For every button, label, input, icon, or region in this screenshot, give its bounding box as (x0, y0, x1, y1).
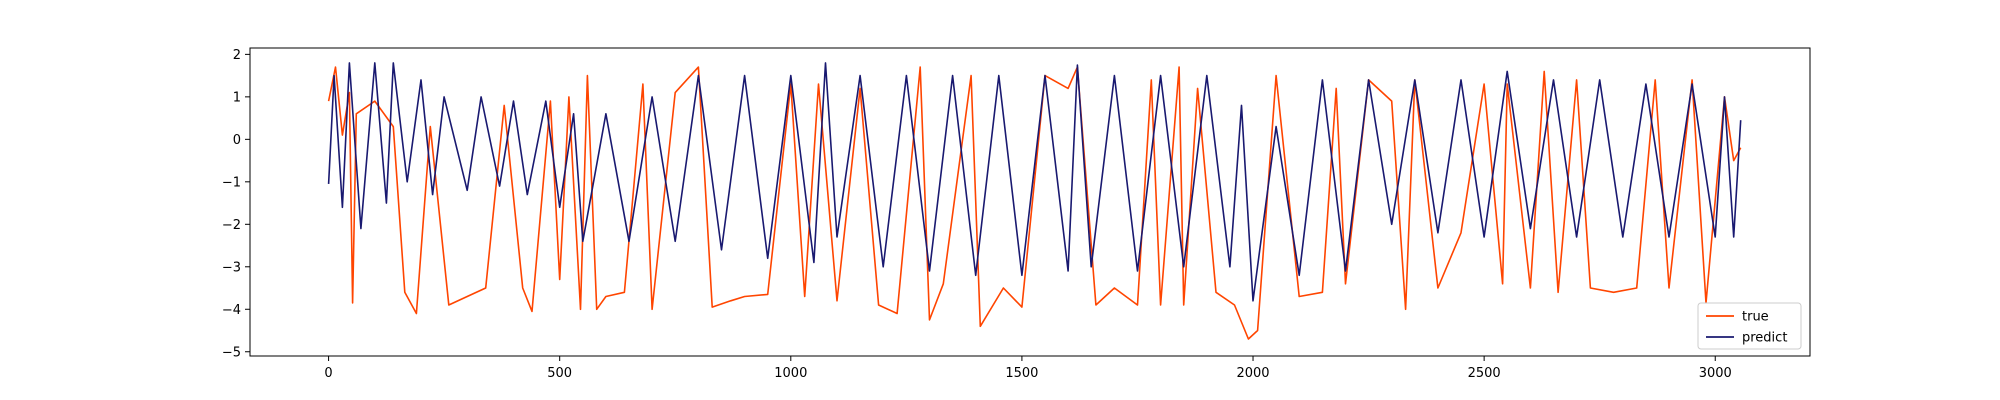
y-tick-label: −1 (222, 175, 241, 190)
y-tick-label: −5 (222, 345, 241, 360)
axes-frame (249, 47, 1811, 357)
y-tick-label: 0 (233, 133, 241, 148)
x-tick-label: 0 (324, 366, 332, 381)
x-axis: 0 500 1000 1500 2000 2500 3000 (324, 356, 1732, 381)
y-tick-label: −4 (222, 303, 241, 318)
x-tick-label: 1000 (774, 366, 807, 381)
plot-area: 0 500 1000 1500 2000 2500 3000 2 1 0 −1 −2 −3 −4 −5 (222, 47, 1811, 381)
x-tick-label: 2000 (1236, 366, 1269, 381)
y-tick-label: −3 (222, 260, 241, 275)
x-tick-label: 3000 (1699, 366, 1732, 381)
y-axis: 2 1 0 −1 −2 −3 −4 −5 (222, 48, 250, 360)
y-tick-label: −2 (222, 218, 241, 233)
legend-label-predict: predict (1742, 331, 1787, 346)
y-tick-label: 2 (233, 48, 241, 63)
series-line-true (327, 66, 1742, 340)
x-tick-label: 1500 (1005, 366, 1038, 381)
series-layer (327, 62, 1742, 340)
x-tick-label: 2500 (1468, 366, 1501, 381)
y-tick-label: 1 (233, 90, 241, 105)
series-line-predict (327, 62, 1742, 302)
legend-label-true: true (1742, 310, 1769, 325)
legend: true predict (1697, 302, 1802, 350)
x-tick-label: 500 (547, 366, 572, 381)
